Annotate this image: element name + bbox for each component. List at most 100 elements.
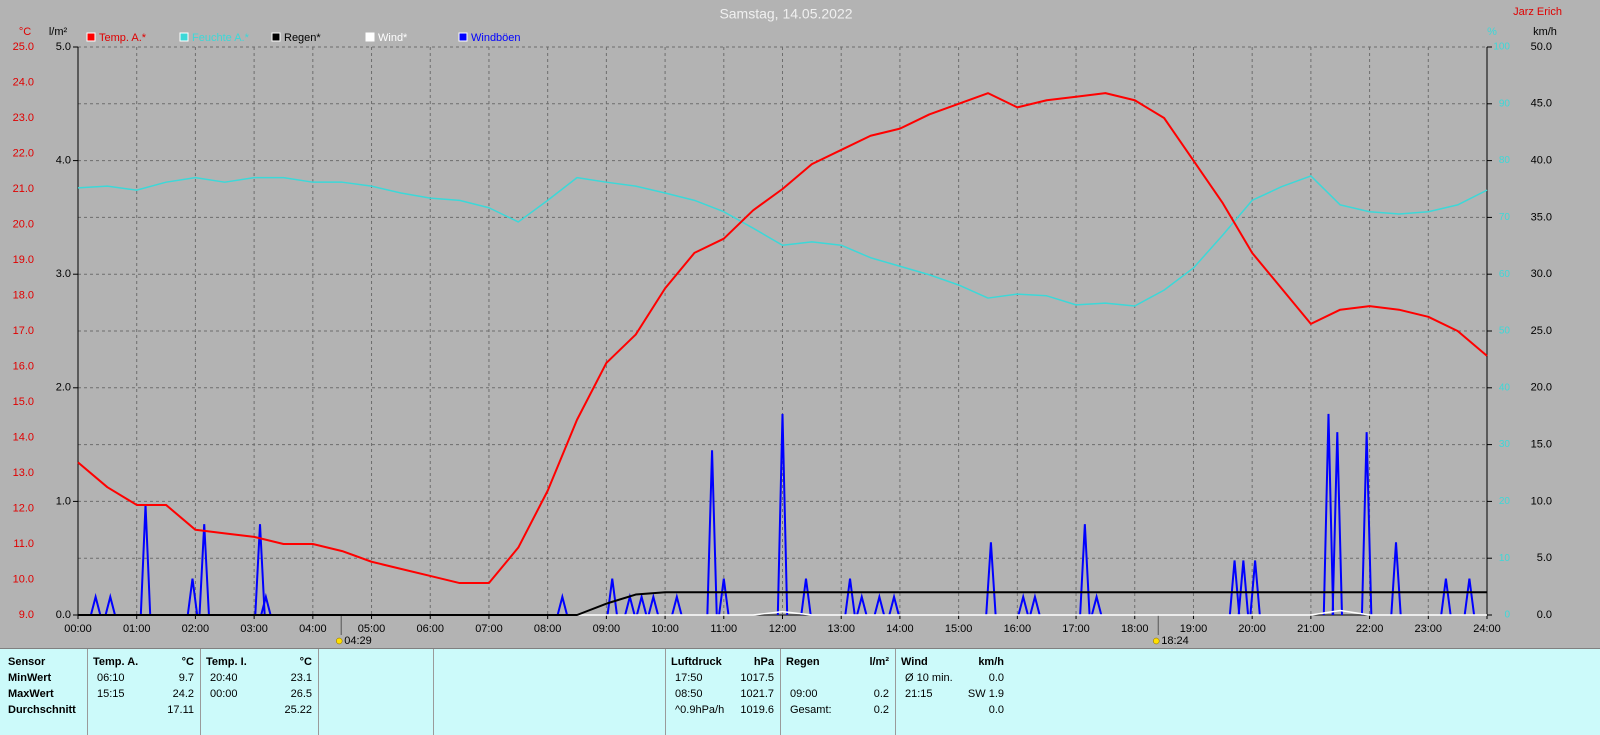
legend-label: Wind* (378, 32, 408, 44)
x-tick-label: 21:00 (1297, 623, 1325, 635)
table-cell: Gesamt: (790, 704, 832, 716)
series-line (77, 175, 1488, 307)
table-cell: 26.5 (290, 688, 312, 700)
x-tick-label: 07:00 (475, 623, 503, 635)
table-cell: 1021.7 (740, 688, 774, 700)
gust-spike (198, 524, 210, 616)
y2-tick-label: 10 (1499, 553, 1511, 564)
table-cell: 0.2 (873, 704, 889, 716)
author: Jarz Erich (1513, 6, 1562, 18)
gust-spike (260, 592, 272, 616)
x-tick-label: 06:00 (416, 623, 444, 635)
table-separator (87, 649, 88, 735)
sunrise-label: 04:29 (344, 635, 372, 647)
y4-tick-label: 40.0 (1531, 155, 1552, 167)
y3-tick-label: 4.0 (56, 155, 71, 167)
table-cell: MinWert (8, 672, 52, 684)
x-tick-label: 03:00 (240, 623, 268, 635)
y3-tick-label: 0.0 (56, 609, 71, 621)
legend-label: Windböen (471, 32, 521, 44)
table-separator (200, 649, 201, 735)
y-tick-label: 19.0 (13, 254, 34, 266)
gust-spike (856, 592, 868, 616)
gust-spike (888, 592, 900, 616)
x-tick-label: 13:00 (827, 623, 855, 635)
y3-tick-label: 5.0 (56, 41, 71, 53)
sunrise-icon (335, 637, 343, 645)
sunset-label: 18:24 (1161, 635, 1189, 647)
table-cell: Luftdruck (671, 656, 722, 668)
x-tick-label: 10:00 (651, 623, 679, 635)
table-cell: 09:00 (790, 688, 818, 700)
stats-table: Sensor MinWert MaxWert Durchschnitt Temp. A.… (0, 648, 1600, 735)
table-cell: 1017.5 (740, 672, 774, 684)
y2-tick-label: 50 (1499, 326, 1511, 337)
y4-tick-label: 10.0 (1531, 495, 1552, 507)
table-cell: l/m² (869, 656, 889, 668)
y2-tick-label: 60 (1499, 269, 1511, 280)
gust-spike (1237, 560, 1250, 616)
table-cell: 0.2 (873, 688, 889, 700)
y3-tick-label: 3.0 (56, 268, 71, 280)
table-cell: 0.0 (988, 704, 1004, 716)
y2-tick-label: 80 (1499, 155, 1511, 166)
x-tick-label: 20:00 (1238, 623, 1266, 635)
x-tick-label: 08:00 (534, 623, 562, 635)
table-cell: Wind (901, 656, 928, 668)
gust-spike (1017, 592, 1029, 616)
gust-spike (706, 450, 718, 616)
y4-tick-label: 0.0 (1537, 609, 1552, 621)
gust-spike (800, 578, 812, 616)
y-tick-label: 24.0 (13, 76, 34, 88)
gust-spike (254, 524, 266, 616)
table-cell: Temp. I. (206, 656, 247, 668)
y2-tick-label: 70 (1499, 212, 1511, 223)
table-cell: 17:50 (675, 672, 703, 684)
y4-tick-label: 45.0 (1531, 98, 1552, 110)
table-cell: 20:40 (210, 672, 238, 684)
table-cell: Durchschnitt (8, 704, 76, 716)
y-tick-label: 16.0 (13, 360, 34, 372)
x-tick-label: 22:00 (1356, 623, 1384, 635)
y-tick-label: 11.0 (13, 538, 34, 550)
table-cell: 17.11 (167, 704, 194, 716)
legend-swatch (271, 32, 281, 42)
y4-tick-label: 20.0 (1531, 382, 1552, 394)
table-cell: MaxWert (8, 688, 54, 700)
gust-spike (985, 542, 997, 616)
gust-spike (104, 592, 116, 616)
x-tick-label: 18:00 (1121, 623, 1149, 635)
y-tick-label: 15.0 (13, 396, 34, 408)
axis-unit: l/m² (49, 26, 68, 38)
table-separator (895, 649, 896, 735)
table-cell: 1019.6 (740, 704, 774, 716)
gust-spike (556, 592, 569, 616)
y4-tick-label: 30.0 (1531, 268, 1552, 280)
series-line (78, 591, 1487, 616)
y2-tick-label: 20 (1499, 496, 1511, 507)
x-tick-label: 16:00 (1004, 623, 1032, 635)
gust-spike (1440, 578, 1452, 616)
chart-title: Samstag, 14.05.2022 (719, 6, 852, 22)
legend-swatch (365, 32, 375, 42)
legend-swatch (86, 32, 96, 42)
x-tick-label: 17:00 (1062, 623, 1090, 635)
table-cell: °C (299, 656, 312, 668)
axis-unit: km/h (1533, 26, 1557, 38)
x-tick-label: 24:00 (1473, 623, 1501, 635)
gust-spike (635, 592, 648, 616)
gust-spike (1090, 592, 1103, 616)
y-tick-label: 10.0 (13, 573, 34, 585)
gust-spike (1249, 560, 1261, 616)
y3-tick-label: 2.0 (56, 382, 71, 394)
table-cell: 24.2 (172, 688, 194, 700)
gust-spike (1360, 432, 1373, 616)
table-cell: 0.0 (988, 672, 1004, 684)
table-cell: Ø 10 min. (905, 672, 953, 684)
x-tick-label: 23:00 (1415, 623, 1443, 635)
x-tick-label: 04:00 (299, 623, 327, 635)
table-cell: ^0.9hPa/h (675, 704, 725, 716)
x-tick-label: 14:00 (886, 623, 914, 635)
gust-spike (1331, 432, 1343, 616)
